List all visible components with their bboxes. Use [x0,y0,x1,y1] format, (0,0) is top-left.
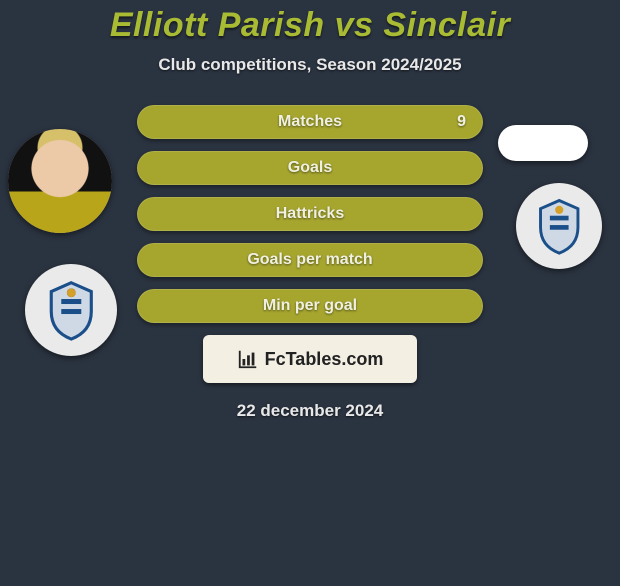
date-text: 22 december 2024 [0,401,620,421]
player-right-avatar [498,125,588,161]
stat-label: Goals [288,159,332,177]
stat-label: Goals per match [247,251,372,269]
player-left-avatar [8,129,112,233]
stat-bar-min-per-goal: Min per goal [137,289,483,323]
stat-bar-goals: Goals [137,151,483,185]
stat-bars: Matches 9 Goals Hattricks Goals per matc… [137,105,483,323]
stat-bar-hattricks: Hattricks [137,197,483,231]
stat-value: 9 [457,113,466,131]
stat-bar-matches: Matches 9 [137,105,483,139]
club-right-crest [516,183,602,269]
source-logo: FcTables.com [203,335,417,383]
club-crest-icon [25,264,117,356]
club-crest-icon [516,183,602,269]
stat-label: Hattricks [276,205,344,223]
club-left-crest [25,264,117,356]
subtitle: Club competitions, Season 2024/2025 [0,55,620,75]
player-face-icon [8,129,112,233]
chart-icon [237,348,259,370]
stat-label: Min per goal [263,297,357,315]
page-title: Elliott Parish vs Sinclair [0,6,620,45]
logo-text: FcTables.com [265,349,384,370]
stat-bar-goals-per-match: Goals per match [137,243,483,277]
stat-label: Matches [278,113,342,131]
